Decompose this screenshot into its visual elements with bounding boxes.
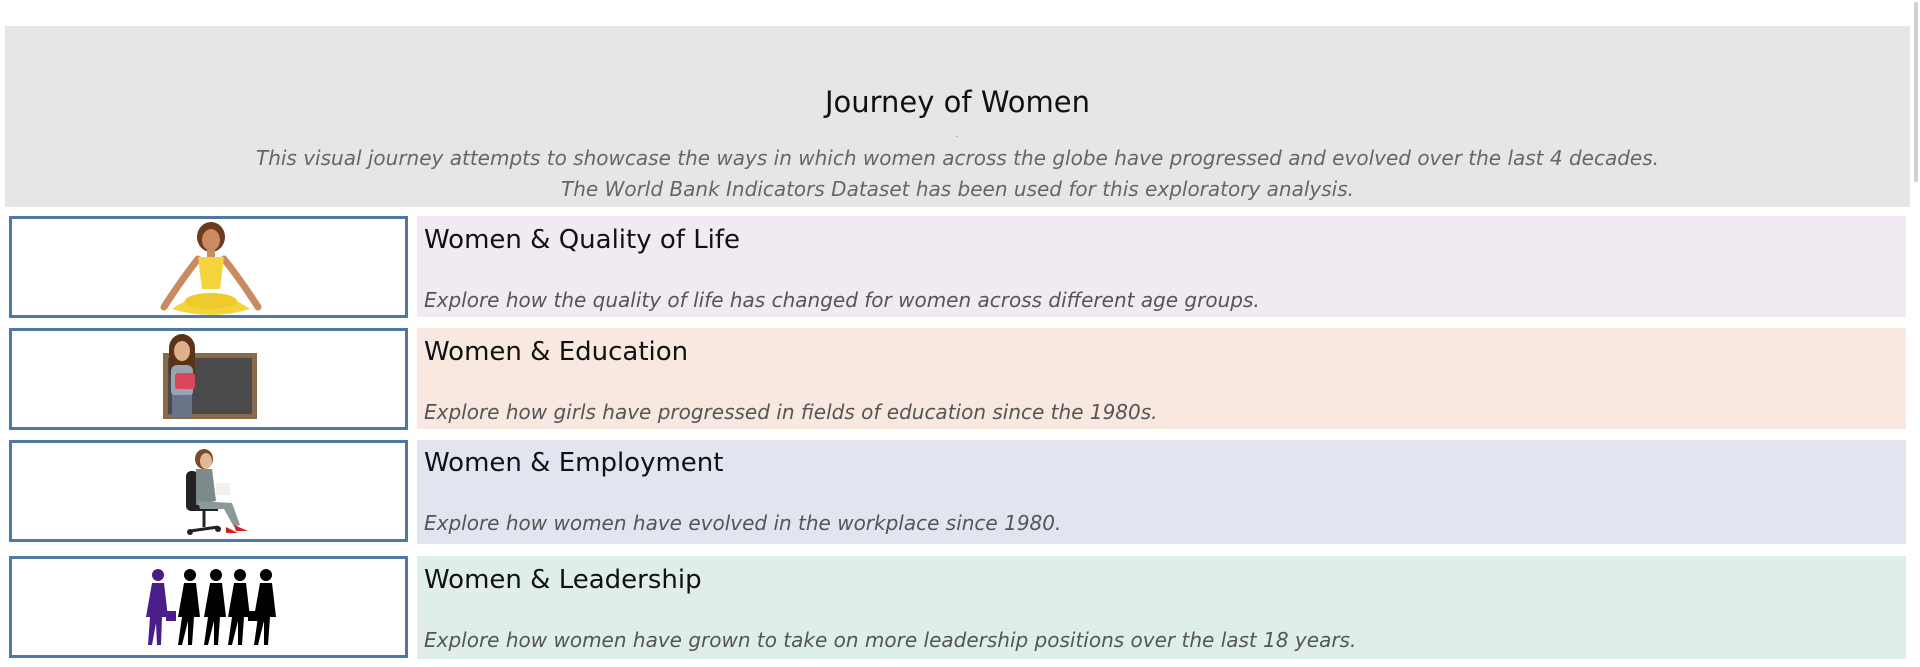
employment-description: Explore how women have evolved in the wo… — [424, 511, 1062, 535]
employment-panel[interactable]: Women & Employment Explore how women hav… — [417, 440, 1906, 544]
leadership-title: Women & Leadership — [424, 565, 702, 595]
scrollbar-thumb[interactable] — [1914, 2, 1918, 182]
education-title: Women & Education — [424, 337, 689, 367]
header-banner: Journey of Women This visual journey att… — [5, 26, 1910, 207]
teacher-woman-icon — [163, 334, 257, 419]
vertical-scrollbar[interactable] — [1913, 0, 1920, 667]
page-subtitle-line-1: This visual journey attempts to showcase… — [255, 146, 1659, 170]
quality-of-life-description: Explore how the quality of life has chan… — [424, 288, 1260, 312]
employment-title: Women & Employment — [424, 448, 724, 478]
leadership-thumbnail[interactable] — [9, 556, 408, 658]
women-silhouettes-icon — [146, 569, 276, 645]
leadership-panel[interactable]: Women & Leadership Explore how women hav… — [417, 556, 1906, 659]
leadership-description: Explore how women have grown to take on … — [424, 628, 1357, 652]
title-separator-dot — [956, 136, 958, 137]
education-description: Explore how girls have progressed in fie… — [424, 400, 1158, 424]
education-panel[interactable]: Women & Education Explore how girls have… — [417, 328, 1906, 429]
office-woman-icon — [186, 449, 248, 535]
page-subtitle-line-2: The World Bank Indicators Dataset has be… — [561, 177, 1354, 201]
page-title: Journey of Women — [824, 85, 1091, 119]
quality-of-life-title: Women & Quality of Life — [424, 225, 741, 255]
employment-thumbnail[interactable] — [9, 440, 408, 542]
quality-of-life-panel[interactable]: Women & Quality of Life Explore how the … — [417, 216, 1906, 317]
quality-of-life-thumbnail[interactable] — [9, 216, 408, 318]
education-thumbnail[interactable] — [9, 328, 408, 430]
meditating-woman-icon — [160, 222, 262, 315]
